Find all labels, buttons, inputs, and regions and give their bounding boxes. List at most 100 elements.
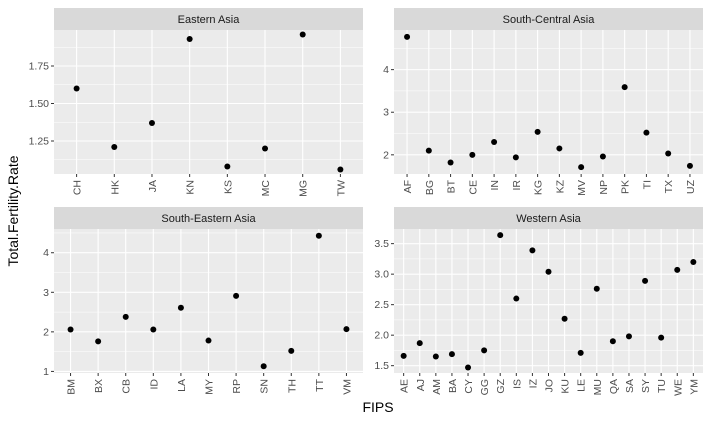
data-point (690, 258, 697, 265)
x-tick-label: MG (298, 180, 310, 197)
data-point (447, 159, 454, 166)
data-point (262, 145, 269, 152)
facet-panel: Eastern Asia 1.25 1.50 1.75 CH HK JA KN KS MC MG TW (29, 8, 363, 197)
facet-title: Eastern Asia (178, 14, 241, 26)
data-point (599, 153, 606, 160)
x-tick-label: AE (399, 379, 411, 393)
data-point (686, 162, 693, 169)
x-axis-title: FIPS (362, 399, 393, 415)
x-tick-label: IS (511, 379, 523, 389)
data-point (513, 295, 520, 302)
x-tick-label: JO (544, 379, 556, 392)
x-tick-label: QA (608, 379, 620, 394)
x-tick-label: MV (576, 180, 588, 196)
y-tick-label: 1 (43, 366, 49, 378)
data-point (448, 351, 455, 358)
x-tick-label: SN (259, 379, 271, 394)
data-point (122, 313, 129, 320)
x-tick-label: KS (222, 180, 234, 194)
x-tick-label: KN (185, 180, 197, 195)
data-point (67, 326, 74, 333)
x-tick-label: GG (479, 379, 491, 395)
x-tick-label: BX (93, 379, 105, 393)
y-tick-label: 1.50 (29, 98, 50, 110)
y-tick-label: 3 (383, 107, 389, 119)
x-tick-label: TT (314, 378, 326, 391)
facet-title: South-Eastern Asia (161, 213, 256, 225)
data-point (148, 120, 155, 126)
x-tick-label: MU (592, 379, 604, 395)
data-point (400, 352, 407, 359)
x-tick-label: NP (598, 180, 610, 195)
x-tick-label: BM (66, 379, 78, 395)
x-tick-label: TW (335, 180, 347, 196)
data-point (260, 363, 267, 370)
data-point (578, 164, 585, 171)
x-tick-label: KU (560, 379, 572, 394)
x-tick-label: CE (467, 180, 479, 195)
x-tick-label: RP (231, 379, 243, 394)
x-tick-label: IZ (527, 378, 539, 388)
x-tick-label: CB (121, 379, 133, 394)
data-point (621, 84, 628, 91)
data-point (665, 150, 672, 157)
x-tick-label: KZ (554, 179, 566, 193)
x-tick-label: GZ (495, 378, 507, 393)
data-point (315, 232, 322, 239)
facet-title: South-Central Asia (503, 14, 596, 26)
data-point (512, 154, 519, 161)
x-tick-label: MY (204, 379, 216, 395)
x-tick-label: MC (260, 180, 272, 197)
data-point (337, 166, 344, 173)
data-point (481, 347, 488, 354)
x-tick-label: KG (533, 180, 545, 195)
facet-title: Western Asia (516, 213, 581, 225)
y-tick-label: 2 (43, 326, 49, 338)
data-point (658, 334, 665, 341)
facet-panel: South-Central Asia 2 3 4 AF BG BT CE IN IR KG KZ MV N… (383, 8, 703, 196)
y-tick-label: 2.5 (374, 299, 389, 311)
plot-panel (54, 30, 363, 174)
data-point (469, 151, 476, 158)
data-point (593, 285, 600, 292)
x-tick-label: AF (402, 180, 414, 193)
y-tick-label: 3.5 (374, 238, 389, 250)
x-tick-label: AM (431, 379, 443, 395)
x-tick-label: BT (446, 179, 458, 193)
data-point (497, 232, 504, 239)
y-tick-label: 2.0 (374, 330, 389, 342)
data-point (643, 129, 650, 136)
data-point (416, 340, 423, 347)
data-point (224, 163, 231, 170)
x-tick-label: TX (663, 180, 675, 193)
data-point (404, 33, 411, 40)
data-point (465, 364, 472, 371)
x-tick-label: LA (176, 379, 188, 392)
x-tick-label: PK (620, 180, 632, 194)
y-tick-label: 2 (383, 149, 389, 161)
data-point (95, 338, 102, 345)
data-point (425, 147, 432, 154)
facet-strip (394, 207, 703, 229)
x-tick-label: CH (72, 180, 84, 195)
facet-panel: South-Eastern Asia 1 2 3 4 BM BX CB ID LA MY RP SN TH… (43, 207, 363, 395)
x-tick-label: TU (656, 379, 668, 393)
y-tick-label: 4 (43, 247, 49, 259)
x-tick-label: IN (489, 180, 501, 191)
data-point (205, 337, 212, 344)
facet-strip (54, 207, 363, 229)
data-point (534, 128, 541, 135)
x-tick-label: IR (511, 180, 523, 191)
data-point (625, 333, 632, 340)
x-tick-label: HK (109, 180, 121, 195)
x-tick-label: SY (640, 379, 652, 393)
x-tick-label: YM (688, 379, 700, 395)
facet-panel: Western Asia 1.5 2.0 2.5 3.0 3.5 AE AJ AM BA CY GG G… (374, 207, 703, 396)
data-point (577, 349, 584, 356)
plot-panel (394, 30, 703, 174)
x-tick-label: UZ (685, 179, 697, 194)
x-tick-label: JA (147, 180, 159, 192)
data-point (150, 326, 157, 333)
y-tick-label: 3 (43, 287, 49, 299)
